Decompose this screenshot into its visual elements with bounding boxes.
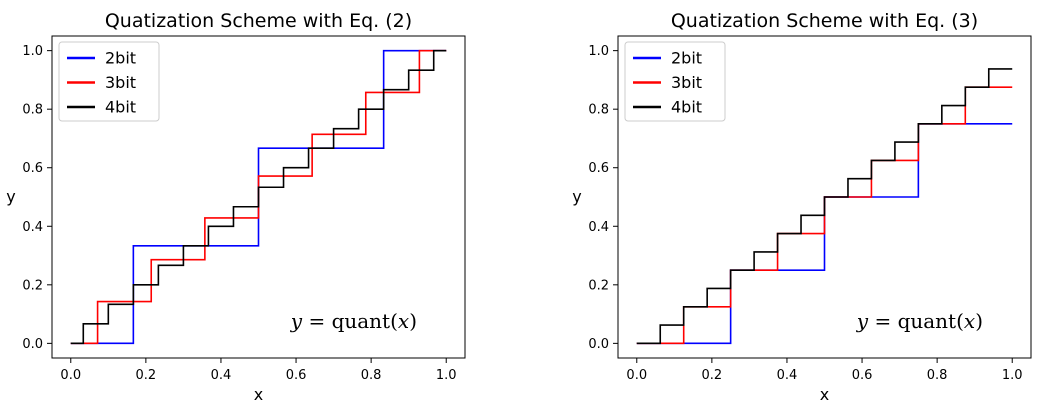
x-tick-label: 0.4 <box>777 368 798 383</box>
legend-label-2bit: 2bit <box>105 49 136 68</box>
legend-box <box>624 41 726 122</box>
x-tick-label: 0.6 <box>852 368 873 383</box>
y-tick-label: 0.4 <box>588 220 609 235</box>
legend: 2bit 3bit 4bit <box>58 41 160 122</box>
y-tick-label: 0.8 <box>22 103 43 118</box>
legend-label-3bit: 3bit <box>671 73 702 92</box>
y-tick-label: 0.6 <box>588 161 609 176</box>
x-tick-label: 1.0 <box>1002 368 1023 383</box>
axes-frame <box>51 35 466 359</box>
legend-label-2bit: 2bit <box>671 49 702 68</box>
equation-annotation: y = quant(x) <box>856 309 983 333</box>
chart-panel-1: Quatization Scheme with Eq. (2) 0.0 0.2 0.4… <box>6 10 466 404</box>
y-tick-label: 1.0 <box>22 44 43 59</box>
legend-label-4bit: 4bit <box>671 98 702 117</box>
y-tick-label: 0.2 <box>22 278 43 293</box>
series-line-4bit <box>70 49 447 345</box>
x-tick-label: 0.8 <box>927 368 948 383</box>
axes-frame <box>617 35 1032 359</box>
x-tick-label: 0.2 <box>702 368 723 383</box>
plot-area <box>636 68 1013 345</box>
y-tick-label: 0.0 <box>588 337 609 352</box>
x-axis-label: x <box>254 385 263 404</box>
legend-label-4bit: 4bit <box>105 98 136 117</box>
x-tick-label: 0.2 <box>136 368 157 383</box>
plot-area <box>70 49 447 345</box>
y-axis-label: y <box>6 187 15 206</box>
x-tick-label: 1.0 <box>436 368 457 383</box>
chart-panel-2: Quatization Scheme with Eq. (3) 0.0 0.2 0.4… <box>572 10 1032 404</box>
equation-annotation: y = quant(x) <box>290 309 417 333</box>
series-line-4bit <box>636 68 1013 345</box>
x-tick-label: 0.0 <box>626 368 647 383</box>
x-tick-label: 0.4 <box>211 368 232 383</box>
legend-box <box>58 41 160 122</box>
y-tick-label: 0.6 <box>22 161 43 176</box>
legend-label-3bit: 3bit <box>105 73 136 92</box>
x-tick-label: 0.8 <box>361 368 382 383</box>
y-axis-label: y <box>572 187 581 206</box>
x-tick-label: 0.6 <box>286 368 307 383</box>
legend: 2bit 3bit 4bit <box>624 41 726 122</box>
x-tick-label: 0.0 <box>60 368 81 383</box>
y-tick-label: 0.0 <box>22 337 43 352</box>
y-tick-label: 0.8 <box>588 103 609 118</box>
x-axis-label: x <box>820 385 829 404</box>
y-tick-label: 0.2 <box>588 278 609 293</box>
y-tick-label: 0.4 <box>22 220 43 235</box>
chart-title: Quatization Scheme with Eq. (2) <box>105 10 412 32</box>
y-tick-label: 1.0 <box>588 44 609 59</box>
chart-title: Quatization Scheme with Eq. (3) <box>671 10 978 32</box>
